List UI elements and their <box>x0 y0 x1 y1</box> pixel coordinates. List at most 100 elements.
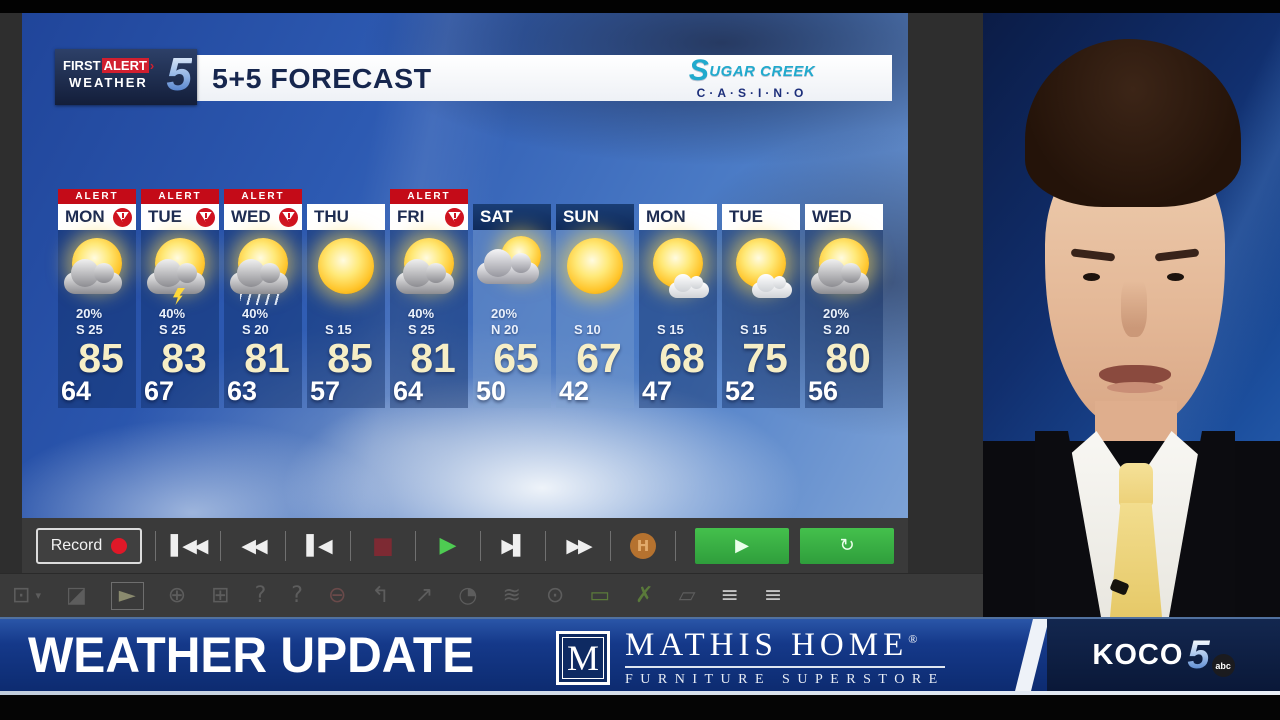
day-name: WED <box>231 207 271 226</box>
mathis-name-text: MATHIS HOME <box>625 627 909 663</box>
run-controls: ▶ ↻ <box>695 527 894 564</box>
window-icon[interactable]: ⊡ <box>12 582 31 608</box>
off-help-icon[interactable]: ? <box>291 582 303 608</box>
day-forecast-body: 20% S 20 80 56 <box>805 230 883 408</box>
sun-marker-icon[interactable]: ⊙ <box>545 582 565 608</box>
precip-chance: 40% <box>408 306 435 321</box>
precip-chance: 20% <box>823 306 850 321</box>
list-icon[interactable]: ≡ <box>720 582 739 608</box>
hold-button[interactable]: H <box>624 532 662 559</box>
high-temp: 65 <box>493 335 539 381</box>
arrow-icon[interactable]: ↗ <box>414 582 434 608</box>
brand-first: FIRST <box>63 58 101 73</box>
low-temp: 64 <box>393 376 424 406</box>
presenter-hair <box>1025 39 1241 207</box>
separator <box>480 530 481 561</box>
forecast-day-column: ALERT MON S 15 68 47 <box>639 189 717 408</box>
brand-weather: WEATHER <box>69 75 148 90</box>
rain-icon <box>240 294 282 305</box>
forecast-columns: ALERT MON 20% S 25 85 64 ALERT TUE <box>58 189 883 408</box>
weather-icon <box>556 230 634 306</box>
day-name: TUE <box>148 207 182 226</box>
stop-button[interactable]: ■ <box>372 532 394 559</box>
wind-speed: S 10 <box>574 322 601 337</box>
cut-icon[interactable]: ✗ <box>635 582 654 608</box>
waves-icon[interactable]: ≋ <box>502 582 521 608</box>
cloud-icon <box>811 259 869 294</box>
presenter-video-feed <box>983 13 1280 617</box>
separator <box>285 530 286 561</box>
dropdown-caret-icon[interactable]: ▾ <box>35 589 41 602</box>
cloud-icon <box>396 259 454 294</box>
play-button[interactable]: ▶ <box>439 533 457 558</box>
step-forward-button[interactable]: ▶▌ <box>501 534 527 557</box>
low-temp: 50 <box>476 376 507 406</box>
globe-hand-icon[interactable]: ⊕ <box>167 582 187 608</box>
wind-speed: S 25 <box>159 322 186 337</box>
banner-slash <box>1015 619 1049 691</box>
eraser-icon[interactable]: ◪ <box>65 582 87 608</box>
brand-line1: FIRST ALERT › <box>63 58 154 73</box>
record-dot-icon <box>111 537 128 554</box>
refresh-loop-button[interactable]: ↻ <box>800 527 894 564</box>
right-gray-strip <box>908 13 983 573</box>
bottom-black-bar <box>0 695 1280 720</box>
precip-chance <box>639 306 717 322</box>
precip-chance: 20% <box>76 306 103 321</box>
day-forecast-body: S 15 68 47 <box>639 230 717 408</box>
rewind-button[interactable]: ◀◀ <box>241 534 267 557</box>
day-header: TUE <box>141 204 219 230</box>
globe-folder-icon[interactable]: ⊞ <box>211 582 230 608</box>
ruler-icon[interactable]: ▱ <box>678 582 696 608</box>
weather-icon <box>224 230 302 306</box>
low-temp: 63 <box>227 376 258 406</box>
day-name: WED <box>812 207 852 226</box>
day-forecast-body: S 15 85 57 <box>307 230 385 408</box>
low-temp: 52 <box>725 376 756 406</box>
step-back-button[interactable]: ▌◀ <box>306 534 332 557</box>
left-gray-strip <box>0 13 22 573</box>
high-temp: 68 <box>659 335 705 381</box>
weather-icon <box>307 230 385 306</box>
day-forecast-body: 40% S 25 83 67 <box>141 230 219 408</box>
fast-forward-button[interactable]: ▶▶ <box>566 534 592 557</box>
path-icon[interactable]: ↰ <box>371 582 390 608</box>
skip-to-start-button[interactable]: ▌◀◀ <box>170 534 209 557</box>
koco-call-letters: KOCO <box>1092 638 1184 671</box>
top-black-bar <box>0 0 1280 13</box>
forecast-day-column: ALERT THU S 15 85 57 <box>307 189 385 408</box>
sun-icon <box>567 238 623 294</box>
koco-five: 5 <box>1187 633 1210 677</box>
run-play-button[interactable]: ▶ <box>695 527 789 564</box>
sponsor-big-s: S <box>688 54 710 87</box>
wind-speed: S 15 <box>740 322 767 337</box>
day-header: WED <box>805 204 883 230</box>
day-forecast-body: 40% S 25 81 64 <box>390 230 468 408</box>
forecast-day-column: ALERT WED 40% S 20 81 63 <box>224 189 302 408</box>
high-temp: 67 <box>576 335 622 381</box>
cursor-icon[interactable]: ► <box>110 581 144 610</box>
playback-control-bar: Record ▌◀◀ ◀◀ ▌◀ ■ ▶ ▶▌ ▶▶ H ▶ ↻ <box>22 518 908 573</box>
low-temp: 57 <box>310 376 341 406</box>
help-icon[interactable]: ? <box>254 582 267 608</box>
day-forecast-body: 20% N 20 65 50 <box>473 230 551 408</box>
wine-icon[interactable]: ⊖ <box>327 582 347 608</box>
brand-alert: ALERT <box>101 58 149 73</box>
separator <box>610 530 611 561</box>
mathis-name: MATHIS HOME® <box>625 628 945 663</box>
high-temp: 80 <box>825 335 871 381</box>
record-label: Record <box>50 536 103 554</box>
hold-circle-icon: H <box>630 532 656 559</box>
menu-icon[interactable]: ≡ <box>763 582 783 608</box>
alert-badge: ALERT <box>390 189 468 204</box>
high-temp: 85 <box>327 335 373 381</box>
rect-icon[interactable]: ▭ <box>589 582 611 608</box>
record-button[interactable]: Record <box>36 527 142 564</box>
weather-graphic-window: FIRST ALERT › WEATHER 5 5+5 FORECAST SUGAR… <box>22 13 908 518</box>
day-name: TUE <box>729 207 763 226</box>
day-name: THU <box>314 207 349 226</box>
radar-icon[interactable]: ◔ <box>458 582 478 608</box>
presenter-eye-right <box>1167 273 1184 281</box>
cloud-icon <box>64 259 122 294</box>
